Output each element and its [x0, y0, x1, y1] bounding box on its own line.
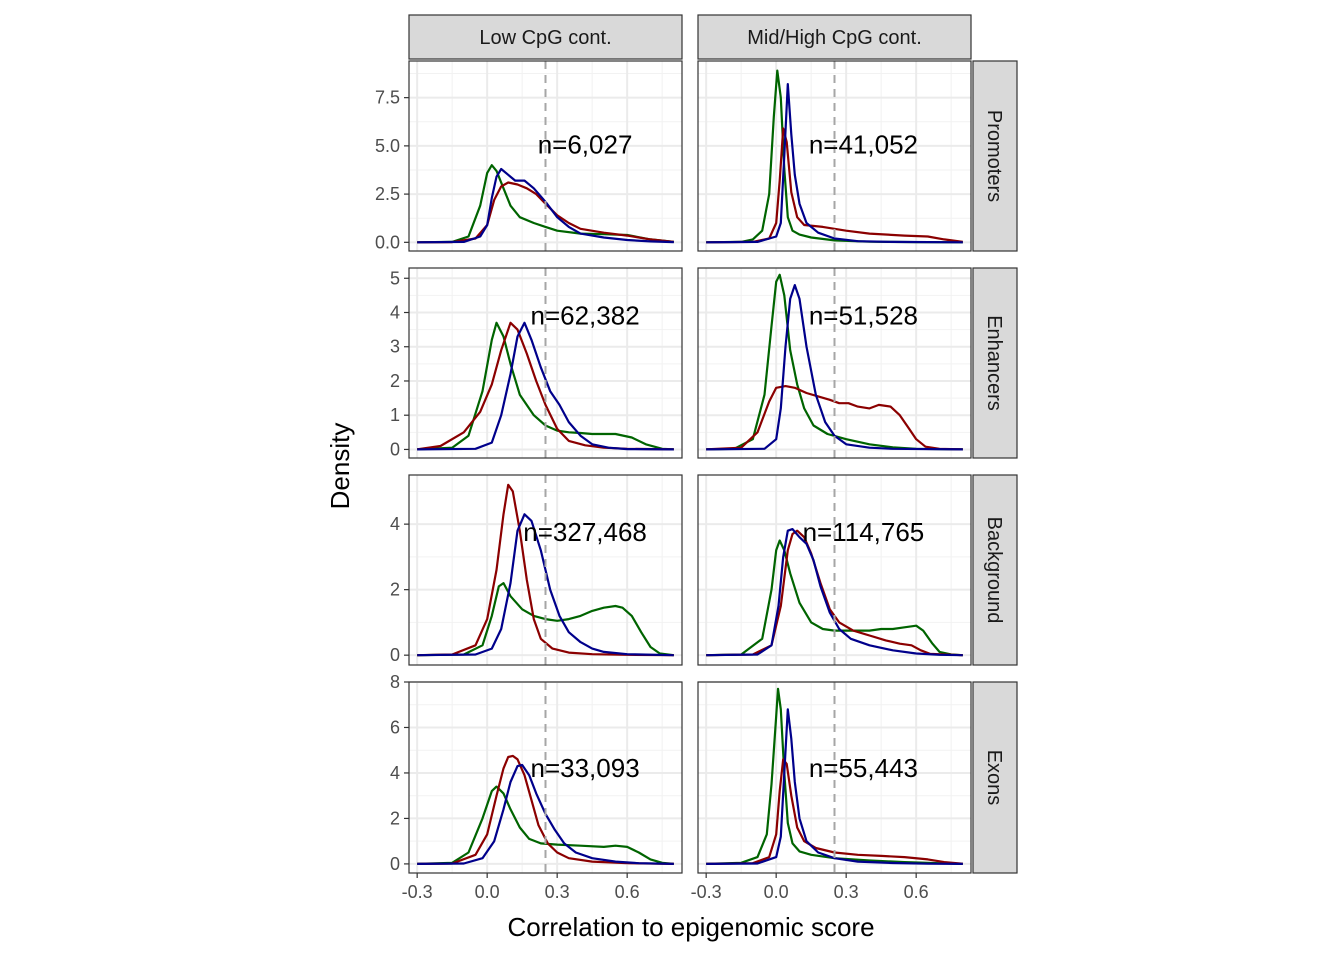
y-tick-label: 0 [390, 439, 400, 459]
density-curve [706, 284, 963, 451]
y-tick-label: 4 [390, 303, 400, 323]
x-tick-label: 0.0 [475, 882, 500, 902]
density-curve [706, 708, 963, 865]
row-strip [972, 474, 1018, 666]
column-strip [408, 14, 683, 60]
sample-size-label: n=327,468 [523, 517, 647, 547]
sample-size-label: n=6,027 [538, 130, 633, 160]
y-tick-label: 5.0 [375, 136, 400, 156]
density-curve [706, 758, 963, 865]
x-tick-label: 0.6 [904, 882, 929, 902]
row-strip-label: Background [983, 517, 1005, 624]
y-tick-label: 4 [390, 763, 400, 783]
x-axis-title: Correlation to epigenomic score [507, 912, 874, 942]
density-curve [706, 83, 963, 244]
sample-size-label: n=51,528 [809, 301, 918, 331]
density-curve [417, 321, 674, 451]
x-tick-label: -0.3 [402, 882, 433, 902]
panel-border [408, 267, 683, 459]
sample-size-label: n=62,382 [530, 301, 639, 331]
row-strip [972, 267, 1018, 459]
facet-panel: n=55,443 [697, 681, 972, 874]
y-tick-label: 0 [390, 854, 400, 874]
y-tick-label: 2 [390, 371, 400, 391]
panel-border [697, 474, 972, 666]
panel-border [697, 267, 972, 459]
density-curve [417, 763, 674, 865]
density-curve [417, 483, 674, 657]
panel-border [697, 60, 972, 252]
y-tick-label: 7.5 [375, 88, 400, 108]
facet-panel: n=41,052 [697, 60, 972, 252]
y-tick-label: 5 [390, 268, 400, 288]
sample-size-label: n=33,093 [530, 753, 639, 783]
y-tick-label: 2 [390, 580, 400, 600]
row-strip-label: Promoters [983, 110, 1005, 202]
x-tick-label: 0.6 [615, 882, 640, 902]
facet-panel: n=33,093 [408, 681, 683, 874]
x-tick-label: -0.3 [691, 882, 722, 902]
x-tick-label: 0.3 [545, 882, 570, 902]
facet-panel: n=51,528 [697, 267, 972, 459]
sample-size-label: n=114,765 [803, 517, 925, 547]
y-tick-label: 2 [390, 808, 400, 828]
y-tick-label: 4 [390, 514, 400, 534]
y-tick-label: 3 [390, 337, 400, 357]
density-curve [706, 385, 963, 451]
facet-panel: n=6,027 [408, 60, 683, 252]
row-strip [972, 60, 1018, 252]
panel-border [697, 681, 972, 874]
y-axis-title: Density [325, 423, 355, 510]
density-curve [417, 164, 674, 244]
panel-border [408, 474, 683, 666]
facet-panel: n=114,765 [697, 474, 972, 666]
y-tick-label: 2.5 [375, 184, 400, 204]
column-strip-label: Low CpG cont. [479, 27, 611, 49]
sample-size-label: n=55,443 [809, 753, 918, 783]
column-strip [697, 14, 972, 60]
panel-border [408, 60, 683, 252]
density-curve [706, 529, 963, 657]
y-tick-label: 8 [390, 672, 400, 692]
row-strip-label: Enhancers [983, 315, 1005, 411]
density-curve [417, 754, 674, 865]
column-strip-label: Mid/High CpG cont. [747, 27, 922, 49]
sample-size-label: n=41,052 [809, 130, 918, 160]
y-tick-label: 0.0 [375, 232, 400, 252]
row-strip [972, 681, 1018, 874]
density-curve [417, 785, 674, 865]
density-curve [706, 127, 963, 244]
panel-border [408, 681, 683, 874]
x-tick-label: 0.0 [764, 882, 789, 902]
row-strip-label: Exons [983, 750, 1005, 806]
density-curve [417, 167, 674, 244]
x-tick-label: 0.3 [834, 882, 859, 902]
y-tick-label: 0 [390, 645, 400, 665]
y-tick-label: 6 [390, 717, 400, 737]
y-tick-label: 1 [390, 405, 400, 425]
density-curve [417, 321, 674, 451]
density-curve [706, 528, 963, 657]
density-curve [417, 513, 674, 657]
density-curve [706, 273, 963, 451]
facet-panel: n=327,468 [408, 474, 683, 666]
density-curve [417, 321, 674, 451]
density-curve [706, 687, 963, 865]
facet-panel: n=62,382 [408, 267, 683, 459]
